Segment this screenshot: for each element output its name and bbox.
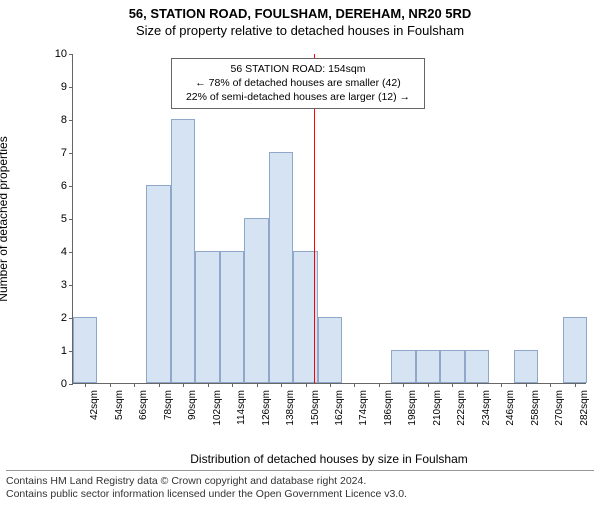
histogram-bar bbox=[244, 218, 268, 383]
x-tick-mark bbox=[526, 383, 527, 387]
x-tick-label: 198sqm bbox=[407, 390, 418, 440]
histogram-bar bbox=[440, 350, 464, 383]
y-tick-mark bbox=[69, 252, 73, 253]
x-tick-label: 66sqm bbox=[138, 390, 149, 440]
footer-line: Contains HM Land Registry data © Crown c… bbox=[6, 475, 594, 489]
x-tick-mark bbox=[159, 383, 160, 387]
y-tick-label: 6 bbox=[43, 180, 67, 192]
y-tick-label: 4 bbox=[43, 246, 67, 258]
annotation-line: 56 STATION ROAD: 154sqm bbox=[178, 62, 418, 76]
x-tick-label: 162sqm bbox=[334, 390, 345, 440]
x-tick-mark bbox=[85, 383, 86, 387]
annotation-line: ← 78% of detached houses are smaller (42… bbox=[178, 76, 418, 90]
x-tick-mark bbox=[452, 383, 453, 387]
y-tick-mark bbox=[69, 186, 73, 187]
y-tick-mark bbox=[69, 54, 73, 55]
histogram-bar bbox=[195, 251, 219, 383]
x-tick-label: 246sqm bbox=[505, 390, 516, 440]
histogram-bar bbox=[318, 317, 342, 383]
x-tick-label: 150sqm bbox=[310, 390, 321, 440]
y-tick-mark bbox=[69, 285, 73, 286]
x-tick-mark bbox=[232, 383, 233, 387]
x-tick-mark bbox=[501, 383, 502, 387]
y-tick-mark bbox=[69, 87, 73, 88]
x-tick-label: 186sqm bbox=[383, 390, 394, 440]
histogram-bar bbox=[269, 152, 293, 383]
x-tick-label: 138sqm bbox=[285, 390, 296, 440]
x-tick-mark bbox=[354, 383, 355, 387]
histogram-bar bbox=[514, 350, 538, 383]
y-tick-label: 0 bbox=[43, 378, 67, 390]
y-axis-label: Number of detached properties bbox=[2, 54, 22, 384]
plot-area: 01234567891042sqm54sqm66sqm78sqm90sqm102… bbox=[72, 54, 586, 384]
annotation-box: 56 STATION ROAD: 154sqm← 78% of detached… bbox=[171, 58, 425, 109]
histogram-bar bbox=[465, 350, 489, 383]
x-tick-label: 210sqm bbox=[432, 390, 443, 440]
x-tick-label: 234sqm bbox=[481, 390, 492, 440]
x-tick-label: 258sqm bbox=[530, 390, 541, 440]
x-tick-mark bbox=[257, 383, 258, 387]
x-tick-label: 78sqm bbox=[163, 390, 174, 440]
x-tick-mark bbox=[575, 383, 576, 387]
y-tick-label: 7 bbox=[43, 147, 67, 159]
x-axis-label: Distribution of detached houses by size … bbox=[72, 452, 586, 466]
x-tick-mark bbox=[281, 383, 282, 387]
x-tick-label: 42sqm bbox=[89, 390, 100, 440]
y-tick-mark bbox=[69, 384, 73, 385]
x-tick-label: 174sqm bbox=[358, 390, 369, 440]
histogram-bar bbox=[171, 119, 195, 383]
x-tick-mark bbox=[306, 383, 307, 387]
x-tick-label: 126sqm bbox=[261, 390, 272, 440]
histogram-chart: Number of detached properties 0123456789… bbox=[46, 54, 586, 422]
x-tick-mark bbox=[330, 383, 331, 387]
x-tick-mark bbox=[110, 383, 111, 387]
x-tick-label: 54sqm bbox=[114, 390, 125, 440]
y-tick-label: 10 bbox=[43, 48, 67, 60]
histogram-bar bbox=[73, 317, 97, 383]
y-tick-mark bbox=[69, 120, 73, 121]
histogram-bar bbox=[220, 251, 244, 383]
y-tick-label: 9 bbox=[43, 81, 67, 93]
y-tick-label: 1 bbox=[43, 345, 67, 357]
x-tick-mark bbox=[134, 383, 135, 387]
x-tick-label: 114sqm bbox=[236, 390, 247, 440]
page-subtitle: Size of property relative to detached ho… bbox=[0, 23, 600, 38]
y-tick-label: 3 bbox=[43, 279, 67, 291]
x-tick-label: 270sqm bbox=[554, 390, 565, 440]
x-tick-mark bbox=[379, 383, 380, 387]
x-tick-mark bbox=[403, 383, 404, 387]
y-tick-label: 8 bbox=[43, 114, 67, 126]
y-tick-mark bbox=[69, 219, 73, 220]
histogram-bar bbox=[391, 350, 415, 383]
x-tick-label: 282sqm bbox=[579, 390, 590, 440]
x-tick-label: 90sqm bbox=[187, 390, 198, 440]
y-tick-mark bbox=[69, 153, 73, 154]
x-tick-mark bbox=[183, 383, 184, 387]
x-tick-mark bbox=[550, 383, 551, 387]
x-tick-mark bbox=[208, 383, 209, 387]
histogram-bar bbox=[146, 185, 170, 383]
x-tick-mark bbox=[428, 383, 429, 387]
attribution-footer: Contains HM Land Registry data © Crown c… bbox=[6, 470, 594, 502]
x-tick-label: 222sqm bbox=[456, 390, 467, 440]
page-title: 56, STATION ROAD, FOULSHAM, DEREHAM, NR2… bbox=[0, 6, 600, 21]
x-tick-label: 102sqm bbox=[212, 390, 223, 440]
y-tick-label: 2 bbox=[43, 312, 67, 324]
y-tick-label: 5 bbox=[43, 213, 67, 225]
x-tick-mark bbox=[477, 383, 478, 387]
histogram-bar bbox=[563, 317, 587, 383]
histogram-bar bbox=[416, 350, 440, 383]
annotation-line: 22% of semi-detached houses are larger (… bbox=[178, 90, 418, 104]
